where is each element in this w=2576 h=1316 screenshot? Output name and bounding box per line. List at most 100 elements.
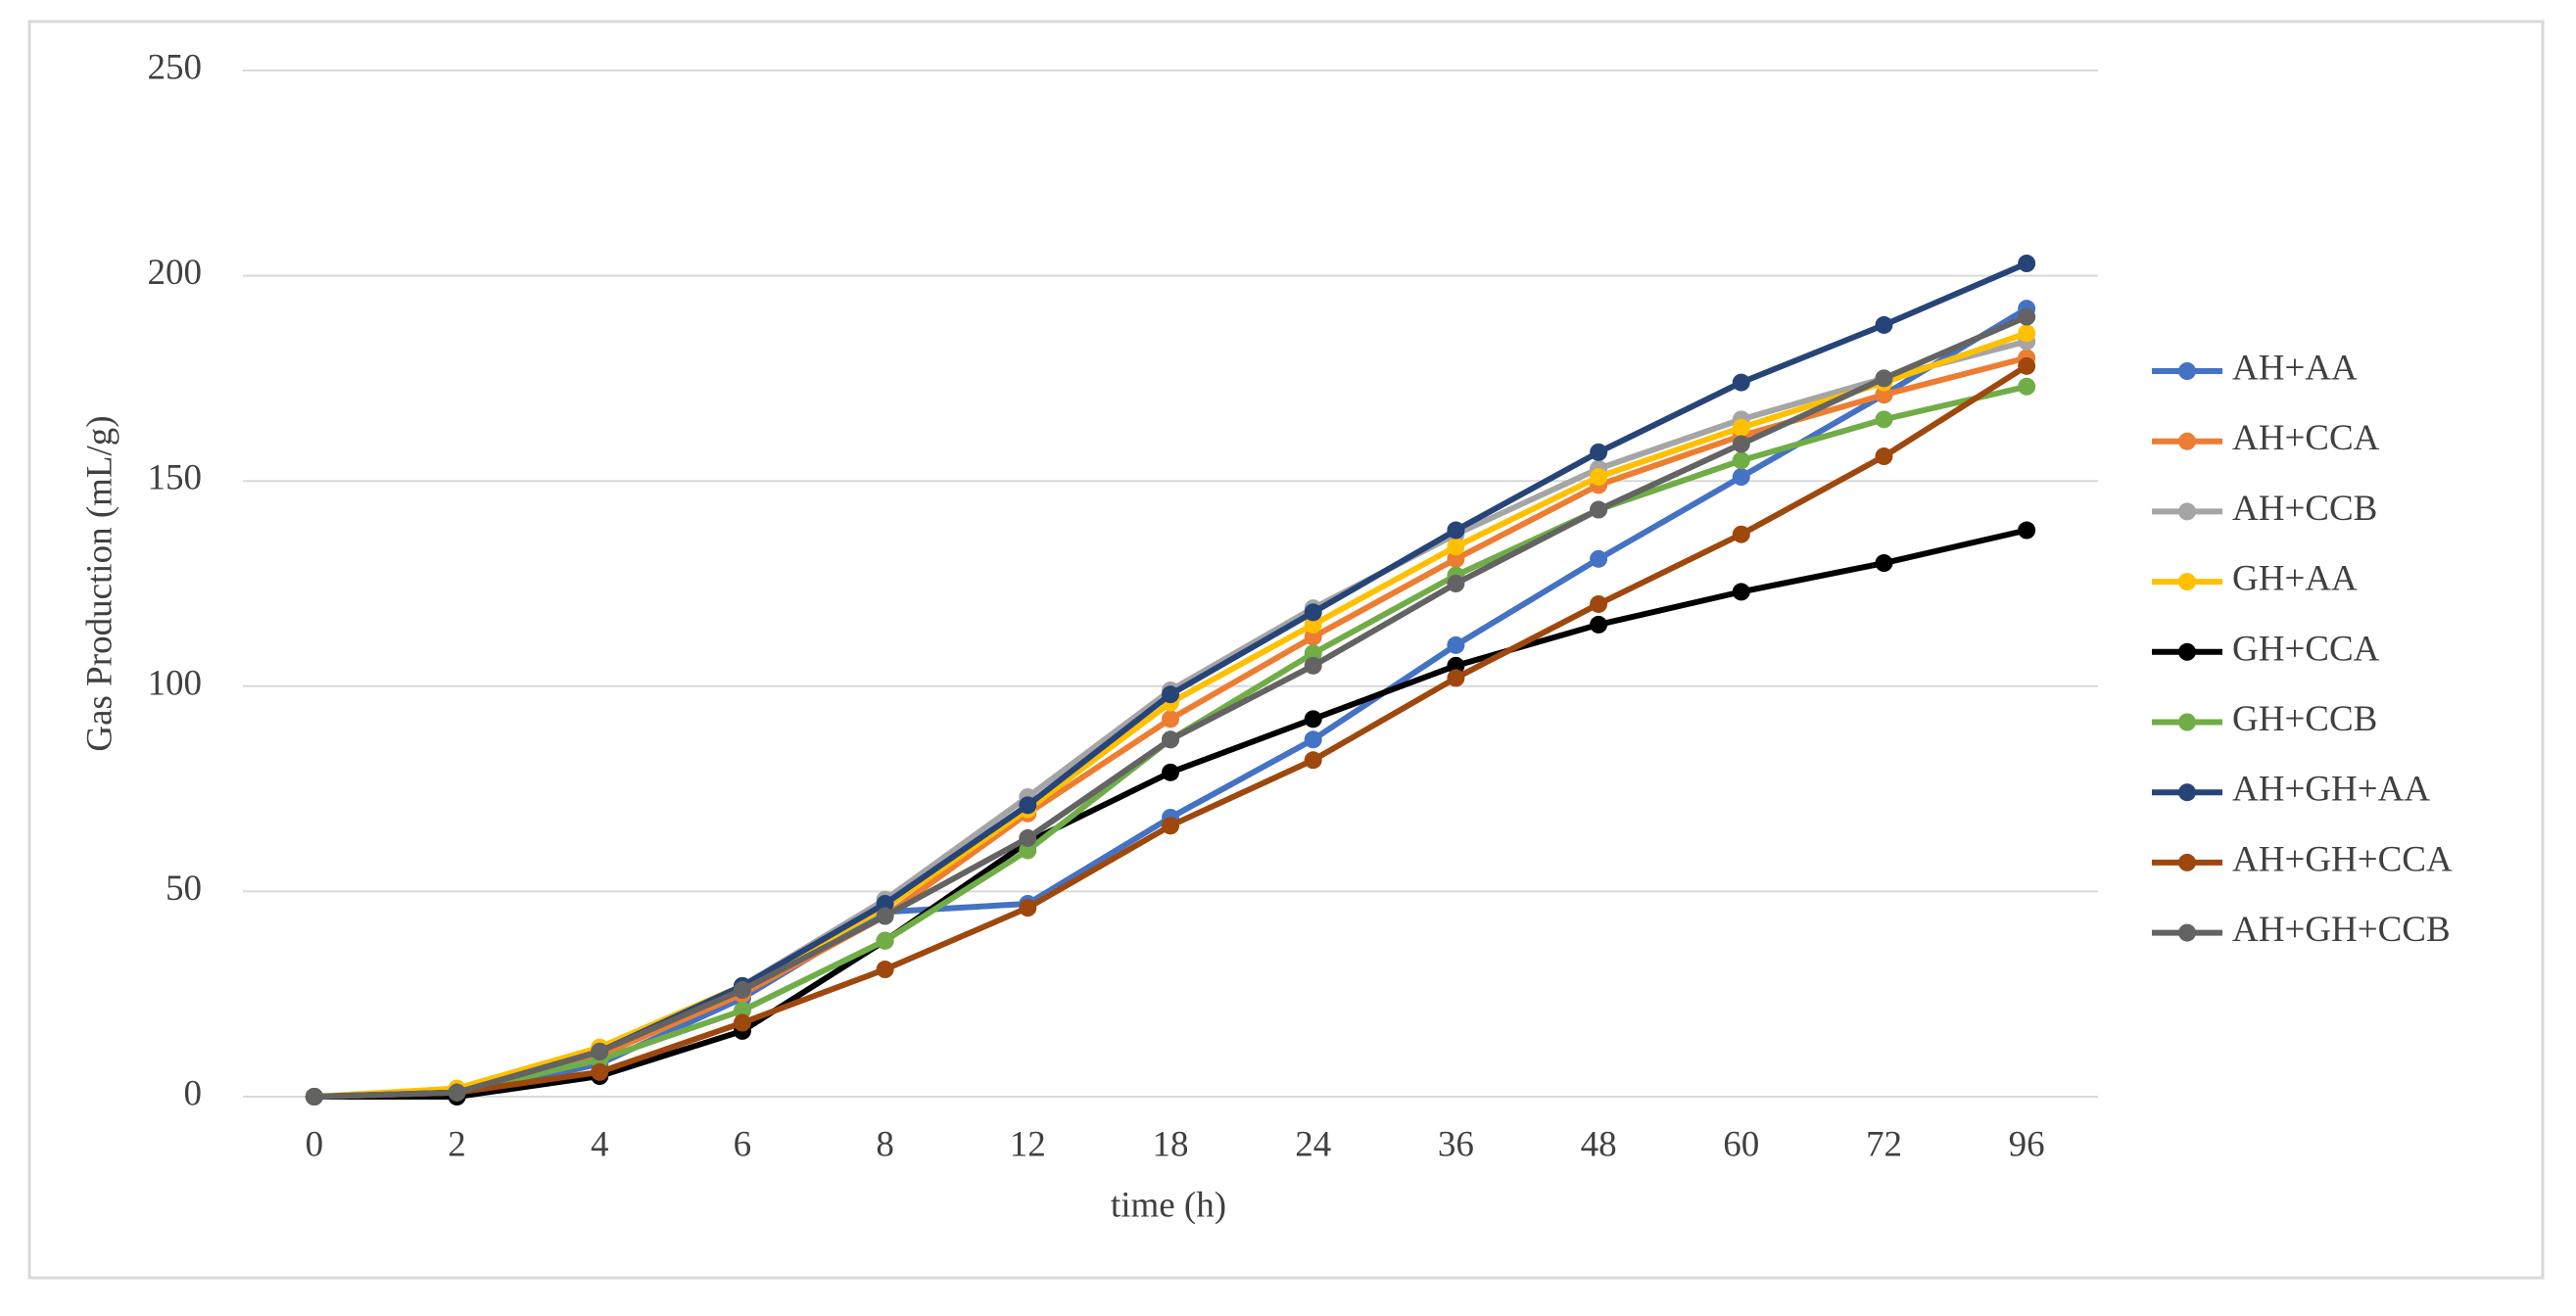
legend-label: AH+AA (2232, 348, 2358, 388)
y-axis-label: Gas Production (mL/g) (79, 415, 119, 751)
data-point (1162, 685, 1179, 704)
data-point (2018, 521, 2036, 540)
data-point (1732, 468, 1750, 487)
legend-marker (2178, 783, 2196, 802)
data-point (1019, 841, 1037, 860)
x-tick-label: 8 (876, 1124, 894, 1164)
data-point (1304, 730, 1322, 749)
data-point (1447, 549, 1465, 568)
data-point (733, 1001, 751, 1019)
data-point (733, 981, 751, 1000)
data-point (1447, 538, 1465, 556)
x-tick-label: 24 (1295, 1124, 1331, 1164)
data-point (733, 1013, 751, 1032)
data-point (1590, 443, 1608, 461)
data-point (1304, 710, 1322, 728)
legend-marker (2178, 853, 2196, 871)
data-point (1875, 386, 1893, 404)
legend-marker (2178, 362, 2196, 380)
data-point (305, 1088, 323, 1105)
x-tick-label: 2 (448, 1124, 466, 1164)
data-point (1875, 315, 1893, 334)
data-point (1875, 554, 1893, 573)
x-tick-label: 60 (1723, 1124, 1759, 1164)
data-point (2018, 307, 2036, 326)
data-point (2018, 377, 2036, 396)
y-tick-label: 50 (166, 869, 202, 909)
data-point (1162, 710, 1179, 728)
data-point (2018, 324, 2036, 343)
data-point (1732, 451, 1750, 470)
data-point (1732, 583, 1750, 601)
data-point (1732, 373, 1750, 392)
x-tick-label: 0 (306, 1124, 324, 1164)
data-point (591, 1062, 609, 1081)
data-point (591, 1042, 609, 1060)
x-tick-label: 36 (1438, 1124, 1474, 1164)
data-point (1304, 628, 1322, 646)
data-point (1162, 817, 1179, 835)
data-point (1447, 521, 1465, 540)
x-tick-label: 48 (1581, 1124, 1617, 1164)
data-point (1590, 468, 1608, 487)
data-point (1875, 447, 1893, 466)
data-point (1019, 899, 1037, 917)
data-point (1162, 763, 1179, 781)
data-point (1590, 594, 1608, 613)
legend-label: AH+CCA (2232, 418, 2380, 458)
data-point (1590, 615, 1608, 634)
data-point (1732, 525, 1750, 543)
data-point (1304, 603, 1322, 622)
y-tick-label: 100 (148, 663, 203, 703)
legend-marker (2178, 502, 2196, 521)
data-point (1875, 369, 1893, 388)
legend-label: GH+CCA (2232, 629, 2380, 669)
data-point (1447, 635, 1465, 654)
legend-marker (2178, 573, 2196, 591)
legend-label: AH+GH+CCA (2232, 839, 2453, 879)
data-point (1447, 575, 1465, 592)
legend-marker (2178, 432, 2196, 450)
data-point (876, 907, 894, 925)
y-tick-label: 250 (148, 47, 203, 87)
data-point (2018, 356, 2036, 375)
data-point (876, 931, 894, 950)
legend-marker (2178, 923, 2196, 942)
legend-label: AH+GH+AA (2232, 770, 2430, 810)
x-tick-label: 18 (1153, 1124, 1189, 1164)
data-point (1590, 549, 1608, 568)
x-tick-label: 4 (591, 1124, 609, 1164)
legend-marker (2178, 713, 2196, 731)
data-point (1019, 796, 1037, 815)
x-tick-label: 72 (1866, 1124, 1902, 1164)
x-tick-label: 12 (1010, 1124, 1046, 1164)
data-point (876, 961, 894, 979)
legend-label: GH+CCB (2232, 699, 2377, 739)
data-point (1162, 730, 1179, 749)
data-point (1875, 410, 1893, 429)
data-point (1304, 751, 1322, 770)
data-point (1019, 828, 1037, 847)
legend-label: AH+CCB (2232, 489, 2377, 529)
data-point (1304, 656, 1322, 675)
data-point (448, 1083, 466, 1102)
legend-label: GH+AA (2232, 559, 2358, 599)
x-tick-label: 96 (2009, 1124, 2045, 1164)
data-point (1304, 644, 1322, 663)
data-point (1732, 418, 1750, 437)
x-tick-label: 6 (734, 1124, 752, 1164)
data-point (2018, 255, 2036, 273)
y-tick-label: 150 (148, 458, 203, 498)
y-tick-label: 0 (184, 1073, 203, 1113)
data-point (1447, 669, 1465, 687)
legend-label: AH+GH+CCB (2232, 910, 2451, 950)
data-point (1732, 435, 1750, 453)
data-point (1304, 615, 1322, 634)
data-point (876, 894, 894, 913)
legend-marker (2178, 642, 2196, 661)
x-axis-label: time (h) (1111, 1185, 1226, 1225)
y-tick-label: 200 (148, 253, 203, 293)
data-point (1590, 500, 1608, 519)
data-point (1447, 656, 1465, 675)
